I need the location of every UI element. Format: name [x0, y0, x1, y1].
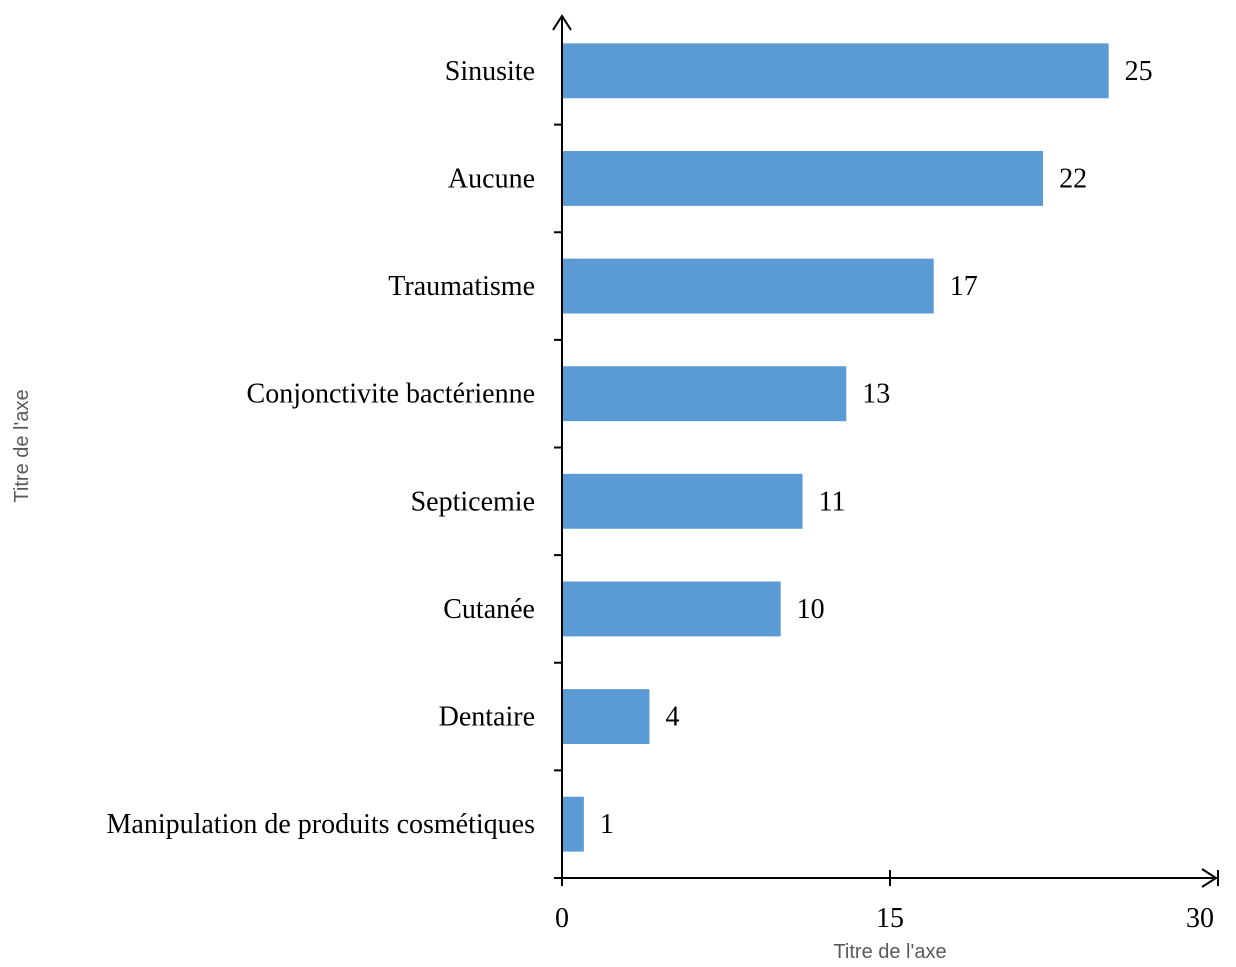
x-tick-label: 0 — [555, 903, 569, 934]
bar — [562, 473, 803, 529]
category-label: Traumatisme — [388, 271, 535, 302]
data-label: 10 — [797, 594, 825, 625]
y-axis-title: Titre de l'axe — [11, 389, 33, 502]
data-label: 4 — [665, 702, 679, 733]
data-label: 11 — [819, 486, 846, 517]
bar — [562, 796, 584, 852]
y-axis-arrow — [552, 14, 572, 31]
data-label: 25 — [1125, 56, 1153, 87]
x-tick-label: 30 — [1186, 903, 1214, 934]
category-label: Cutanée — [443, 594, 535, 625]
category-label: Dentaire — [439, 702, 535, 733]
bar — [562, 150, 1044, 206]
bar — [562, 689, 650, 745]
category-label: Aucune — [448, 163, 535, 194]
x-tick-label: 15 — [876, 903, 904, 934]
x-axis-title: Titre de l'axe — [833, 941, 946, 963]
category-label: Sinusite — [445, 56, 535, 87]
axes-layer — [552, 14, 1219, 888]
data-label: 17 — [950, 271, 978, 302]
bars-layer — [562, 43, 1109, 852]
labels-layer: Sinusite 25 Aucune 22 Traumatisme 17 Conjoncti… — [107, 56, 1215, 934]
data-label: 22 — [1059, 163, 1087, 194]
bar — [562, 581, 781, 637]
data-label: 13 — [862, 379, 890, 410]
x-axis-arrow — [1201, 868, 1218, 888]
category-label: Conjonctivite bactérienne — [247, 379, 535, 410]
bar — [562, 258, 934, 314]
bar — [562, 43, 1109, 99]
bar — [562, 366, 847, 422]
category-label: Manipulation de produits cosmétiques — [107, 809, 536, 840]
category-label: Septicemie — [411, 486, 535, 517]
data-label: 1 — [600, 809, 614, 840]
